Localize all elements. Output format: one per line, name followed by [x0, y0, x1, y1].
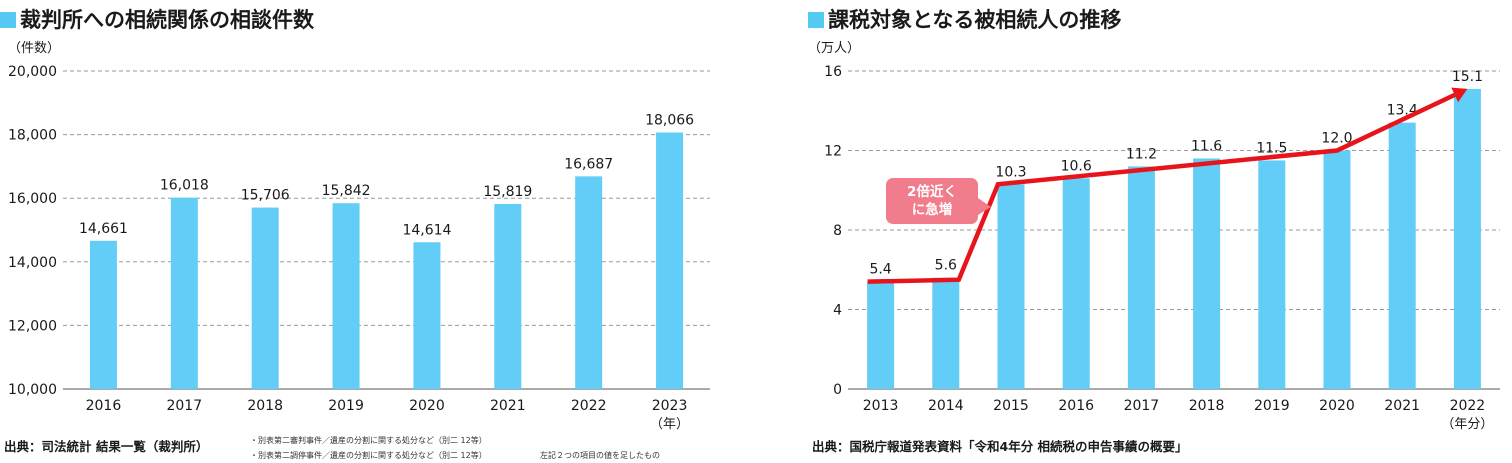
- bar: [413, 242, 441, 389]
- bar: [332, 203, 360, 389]
- bar: [1258, 160, 1286, 389]
- x-tick-label: 2019: [328, 398, 364, 414]
- bar: [867, 281, 895, 389]
- bar: [170, 197, 198, 389]
- y-tick-label: 10,000: [8, 382, 57, 398]
- data-label: 15,819: [483, 184, 532, 200]
- y-tick-label: 12: [824, 144, 842, 160]
- bar: [251, 207, 279, 389]
- data-label: 16,018: [160, 178, 209, 194]
- x-axis-unit-label: （年）: [650, 417, 689, 432]
- data-label: 11.2: [1126, 146, 1157, 162]
- data-label: 15.1: [1452, 69, 1483, 85]
- y-axis-unit-label: （件数）: [8, 41, 60, 56]
- trend-line: [867, 92, 1456, 284]
- data-label: 15,706: [241, 188, 290, 204]
- bar: [1062, 178, 1090, 389]
- x-tick-label: 2018: [247, 398, 283, 414]
- y-tick-label: 14,000: [8, 255, 57, 271]
- decedents-bar-chart: 0 4 8 12 16 （万人） 2013 5.4 2014 5.6 2015 10.3 2016 10.…: [808, 41, 1500, 432]
- y-tick-label: 16: [824, 64, 842, 80]
- y-tick-label: 16,000: [8, 191, 57, 207]
- y-axis-unit-label: （万人）: [808, 41, 860, 56]
- y-tick-label: 0: [833, 382, 842, 398]
- bar: [575, 176, 603, 389]
- data-label: 10.6: [1061, 158, 1092, 174]
- consultation-chart-panel: 裁判所への相続関係の相談件数 10,000 12,000 14,000 16,000 1…: [0, 0, 740, 463]
- data-label: 14,661: [79, 221, 128, 237]
- x-tick-label: 2023: [652, 398, 688, 414]
- data-label: 11.5: [1256, 140, 1287, 156]
- callout-pointer: [978, 198, 991, 215]
- data-label: 14,614: [402, 222, 451, 238]
- y-tick-label: 4: [833, 303, 842, 319]
- bar: [1323, 150, 1351, 389]
- decedents-chart-panel: 課税対象となる被相続人の推移 0 4 8 12 16 （万人） 2013 5.4 2014 5.6…: [808, 0, 1512, 463]
- y-tick-label: 12,000: [8, 318, 57, 334]
- x-tick-label: 2014: [928, 398, 964, 414]
- callout-line-2: に急増: [911, 202, 953, 218]
- x-tick-label: 2020: [1319, 398, 1355, 414]
- bar: [932, 277, 960, 389]
- data-label: 10.3: [995, 164, 1026, 180]
- x-tick-label: 2022: [571, 398, 607, 414]
- data-label: 15,842: [322, 183, 371, 199]
- bar: [494, 203, 522, 389]
- x-tick-label: 2016: [86, 398, 122, 414]
- data-label: 18,066: [645, 113, 694, 129]
- x-tick-label: 2022: [1450, 398, 1486, 414]
- source-citation: 出典：司法統計 結果一覧（裁判所）: [4, 439, 209, 454]
- y-tick-label: 20,000: [8, 64, 57, 80]
- data-label: 5.4: [869, 262, 891, 278]
- callout-line-1: 2倍近く: [907, 184, 957, 200]
- x-tick-label: 2021: [490, 398, 526, 414]
- data-label: 5.6: [935, 258, 957, 274]
- consultation-bar-chart: 10,000 12,000 14,000 16,000 18,000 20,000 （件数）…: [8, 41, 710, 432]
- chart-title: 課税対象となる被相続人の推移: [808, 4, 1121, 34]
- chart-title: 裁判所への相続関係の相談件数: [0, 4, 314, 34]
- source-citation: 出典：国税庁報道発表資料「令和4年分 相続税の申告事績の概要」: [812, 439, 1188, 454]
- x-tick-label: 2021: [1384, 398, 1420, 414]
- data-label: 16,687: [564, 156, 613, 172]
- y-tick-label: 8: [833, 223, 842, 239]
- x-tick-label: 2018: [1189, 398, 1225, 414]
- data-label: 12.0: [1321, 131, 1352, 147]
- x-axis-unit-label: （年分）: [1441, 417, 1493, 432]
- source-note-2: ・別表第二調停事件／遺産の分割に関する処分など（別二 12等）: [250, 451, 487, 460]
- chart-title-text: 課税対象となる被相続人の推移: [828, 8, 1122, 32]
- x-tick-label: 2015: [993, 398, 1029, 414]
- bar: [1388, 122, 1416, 390]
- x-tick-label: 2017: [166, 398, 202, 414]
- bar: [997, 184, 1025, 389]
- bar: [656, 132, 684, 389]
- source-note-3: 左記２つの項目の値を足したもの: [540, 451, 660, 460]
- x-tick-label: 2019: [1254, 398, 1290, 414]
- title-marker: [808, 12, 824, 28]
- callout-badge: 2倍近く に急増: [886, 178, 978, 224]
- x-tick-label: 2017: [1124, 398, 1160, 414]
- y-tick-label: 18,000: [8, 128, 57, 144]
- x-tick-label: 2020: [409, 398, 445, 414]
- chart-title-text: 裁判所への相続関係の相談件数: [20, 8, 314, 32]
- x-tick-label: 2016: [1058, 398, 1094, 414]
- x-tick-label: 2013: [863, 398, 899, 414]
- bar: [1127, 166, 1155, 389]
- bar: [89, 240, 117, 389]
- trend-arrowhead: [1451, 87, 1468, 103]
- title-marker: [0, 12, 16, 28]
- bar: [1193, 158, 1221, 389]
- bar: [1453, 88, 1481, 389]
- data-label: 11.6: [1191, 138, 1222, 154]
- source-note-1: ・別表第二審判事件／遺産の分割に関する処分など（別二 12等）: [250, 436, 487, 445]
